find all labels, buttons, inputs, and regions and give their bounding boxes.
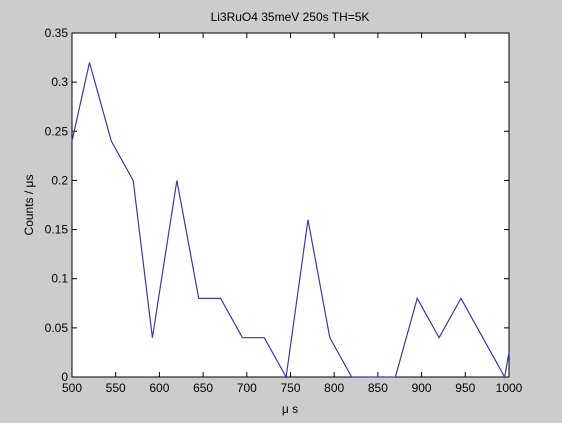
data-point <box>351 376 352 377</box>
data-point <box>286 376 287 377</box>
data-point <box>395 376 396 377</box>
plot-area <box>71 32 510 378</box>
x-tick-label: 1000 <box>496 381 523 395</box>
x-tick-label: 650 <box>193 381 213 395</box>
y-tick-label: 0.15 <box>45 223 69 237</box>
y-tick-label: 0.3 <box>51 75 68 89</box>
x-tick-label: 700 <box>237 381 257 395</box>
y-tick-label: 0.35 <box>45 26 69 40</box>
y-axis-ticks: 0 0.05 0.1 0.15 0.2 0.25 0.3 0.35 <box>45 26 509 384</box>
data-point <box>307 219 308 220</box>
x-tick-label: 900 <box>412 381 432 395</box>
data-point <box>438 337 439 338</box>
series-layer <box>71 62 510 379</box>
data-point <box>329 337 330 338</box>
x-tick-label: 950 <box>455 381 475 395</box>
x-tick-label: 500 <box>62 381 82 395</box>
data-point <box>111 141 112 142</box>
data-point <box>71 141 72 142</box>
x-tick-label: 550 <box>106 381 126 395</box>
x-tick-label: 600 <box>149 381 169 395</box>
data-point <box>460 298 461 299</box>
series-line <box>71 62 510 379</box>
data-point <box>242 337 243 338</box>
x-tick-label: 750 <box>280 381 300 395</box>
data-point <box>176 180 177 181</box>
data-point <box>89 62 90 63</box>
x-axis-label: μ s <box>282 402 298 416</box>
data-point <box>504 376 505 377</box>
data-point <box>198 298 199 299</box>
data-point <box>373 376 374 377</box>
x-axis-ticks: 500 550 600 650 700 750 800 850 900 950 1000 <box>62 33 523 395</box>
y-axis-label: Counts / μs <box>22 175 36 236</box>
data-point <box>482 337 483 338</box>
data-point <box>220 298 221 299</box>
y-tick-label: 0.2 <box>51 173 68 187</box>
y-tick-label: 0.25 <box>45 124 69 138</box>
y-tick-label: 0 <box>61 370 68 384</box>
chart-title: Li3RuO4 35meV 250s TH=5K <box>211 10 370 24</box>
x-tick-label: 800 <box>324 381 344 395</box>
y-tick-label: 0.1 <box>51 272 68 286</box>
data-point <box>508 352 509 353</box>
data-point <box>264 337 265 338</box>
y-tick-label: 0.05 <box>45 321 69 335</box>
data-point <box>133 180 134 181</box>
data-point <box>152 337 153 338</box>
data-point <box>417 298 418 299</box>
x-tick-label: 850 <box>368 381 388 395</box>
